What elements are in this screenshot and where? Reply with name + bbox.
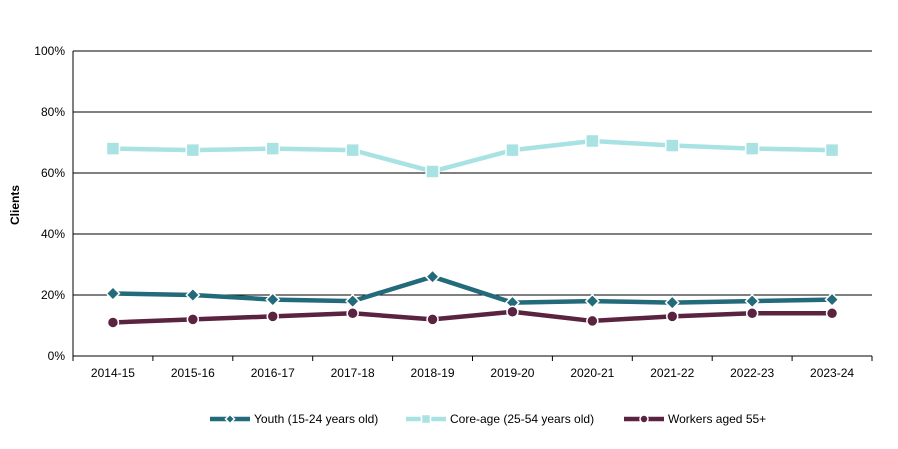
x-tick-label: 2014-15 (91, 366, 135, 380)
data-point (265, 141, 280, 156)
series-line (112, 274, 833, 305)
data-point (586, 314, 599, 328)
data-point (345, 293, 361, 309)
series-line (112, 309, 833, 325)
data-point (505, 142, 520, 158)
y-tick-label: 20% (41, 288, 65, 302)
data-point (506, 305, 519, 319)
data-point (745, 307, 759, 320)
legend-entry: Youth (15-24 years old) (210, 412, 378, 426)
data-point (824, 142, 840, 158)
x-axis-ticks: 2014-15 2015-16 2016-17 2017-18 2018-19 2019-… (72, 356, 873, 380)
x-tick-label: 2023-24 (810, 366, 854, 380)
series-3 (106, 305, 839, 329)
data-point (666, 310, 679, 323)
data-point (425, 164, 440, 179)
y-tick-label: 100% (34, 44, 65, 58)
data-point (426, 313, 439, 326)
data-point (345, 142, 360, 158)
data-point (266, 310, 279, 323)
data-point (585, 133, 600, 149)
legend-swatch-marker (420, 413, 432, 425)
legend-entry: Workers aged 55+ (624, 412, 766, 426)
series-line (112, 138, 833, 174)
legend: Youth (15-24 years old) Core-age (25-54 y… (210, 412, 766, 426)
series-2 (105, 133, 840, 179)
series-lines (105, 133, 840, 329)
data-point (825, 307, 839, 320)
data-point (186, 313, 200, 326)
data-point (105, 285, 121, 302)
x-tick-label: 2022-23 (730, 366, 774, 380)
y-axis-label: Clients (8, 185, 22, 225)
y-tick-label: 0% (48, 349, 66, 363)
legend-label: Workers aged 55+ (668, 412, 766, 426)
x-tick-label: 2016-17 (251, 366, 295, 380)
x-tick-label: 2018-19 (411, 366, 455, 380)
data-point (584, 293, 600, 309)
y-axis-ticks: 0% 20% 40% 60% 80% 100% (34, 44, 65, 363)
data-point (185, 287, 201, 303)
x-tick-label: 2021-22 (650, 366, 694, 380)
legend-label: Youth (15-24 years old) (254, 412, 378, 426)
legend-label: Core-age (25-54 years old) (450, 412, 594, 426)
data-point (824, 292, 840, 308)
legend-entry: Core-age (25-54 years old) (406, 412, 594, 426)
data-point (665, 138, 680, 153)
x-tick-label: 2019-20 (490, 366, 534, 380)
data-point (265, 292, 281, 308)
data-point (424, 269, 441, 285)
data-point (744, 141, 760, 156)
y-tick-label: 60% (41, 166, 65, 180)
legend-swatch-marker (639, 414, 649, 424)
data-point (105, 141, 121, 156)
y-tick-label: 80% (41, 105, 65, 119)
data-point (744, 293, 760, 309)
legend-swatch-marker (224, 413, 236, 425)
data-point (346, 307, 359, 320)
y-tick-label: 40% (41, 227, 65, 241)
data-point (106, 316, 120, 329)
x-tick-label: 2017-18 (331, 366, 375, 380)
data-point (185, 142, 201, 158)
x-tick-label: 2020-21 (570, 366, 614, 380)
data-point (664, 295, 680, 311)
x-tick-label: 2015-16 (171, 366, 215, 380)
series-1 (105, 269, 840, 311)
